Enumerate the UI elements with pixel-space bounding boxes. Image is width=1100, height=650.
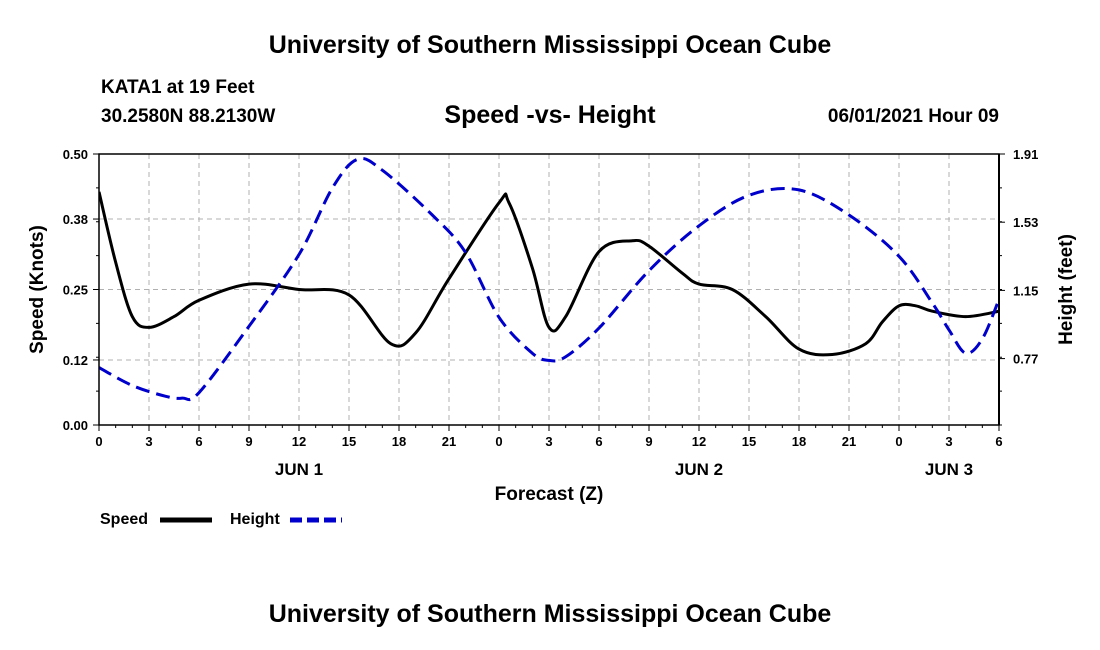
y2-tick-label: 0.77 [1013, 352, 1038, 367]
series [99, 157, 999, 402]
station-label: KATA1 at 19 Feet [101, 77, 255, 98]
day-label: JUN 3 [925, 460, 973, 479]
x-tick-label: 12 [692, 434, 706, 449]
grid [99, 154, 999, 425]
y2-axis-title: Height (feet) [1056, 234, 1077, 345]
x-tick-label: 6 [995, 434, 1002, 449]
x-tick-label: 0 [95, 434, 102, 449]
y-tick-label: 0.12 [63, 353, 88, 368]
x-tick-label: 6 [595, 434, 602, 449]
x-tick-label: 3 [545, 434, 552, 449]
y2-tick-label: 1.53 [1013, 215, 1038, 230]
x-tick-label: 18 [392, 434, 406, 449]
x-tick-label: 21 [842, 434, 856, 449]
y-axis-title: Speed (Knots) [27, 225, 48, 354]
plot-frame [98, 153, 1000, 426]
x-tick-label: 3 [945, 434, 952, 449]
legend-speed-label: Speed [100, 511, 148, 528]
y-tick-label: 0.00 [63, 418, 88, 433]
y-tick-label: 0.38 [63, 212, 88, 227]
y-tick-label: 0.25 [63, 283, 88, 298]
x-tick-label: 3 [145, 434, 152, 449]
forecast-datetime: 06/01/2021 Hour 09 [827, 106, 999, 127]
y2-tick-label: 1.15 [1013, 283, 1038, 298]
page-title: University of Southern Mississippi Ocean… [268, 31, 832, 59]
height-series-line [99, 157, 999, 402]
chart-title: Speed -vs- Height [444, 101, 656, 129]
x-tick-label: 9 [645, 434, 652, 449]
coordinates-label: 30.2580N 88.2130W [101, 106, 276, 127]
x-tick-label: 6 [195, 434, 202, 449]
y2-tick-label: 1.91 [1013, 147, 1038, 162]
x-tick-label: 12 [292, 434, 306, 449]
x-tick-label: 21 [442, 434, 456, 449]
x-tick-label: 15 [342, 434, 356, 449]
x-tick-label: 0 [895, 434, 902, 449]
legend: Speed Height [100, 511, 342, 528]
footer-title: University of Southern Mississippi Ocean… [268, 600, 832, 628]
speed-series-line [99, 191, 999, 357]
x-tick-label: 0 [495, 434, 502, 449]
legend-height-label: Height [230, 511, 280, 528]
day-label: JUN 1 [275, 460, 323, 479]
x-tick-label: 18 [792, 434, 806, 449]
x-tick-label: 15 [742, 434, 756, 449]
axes: 0 3 6 9 12 15 18 21 0 3 6 9 12 15 18 21 0 3 6 JUN 1 JUN 2 JUN… [63, 147, 1039, 479]
x-axis-title: Forecast (Z) [495, 484, 604, 505]
day-label: JUN 2 [675, 460, 723, 479]
y-tick-label: 0.50 [63, 147, 88, 162]
x-tick-label: 9 [245, 434, 252, 449]
